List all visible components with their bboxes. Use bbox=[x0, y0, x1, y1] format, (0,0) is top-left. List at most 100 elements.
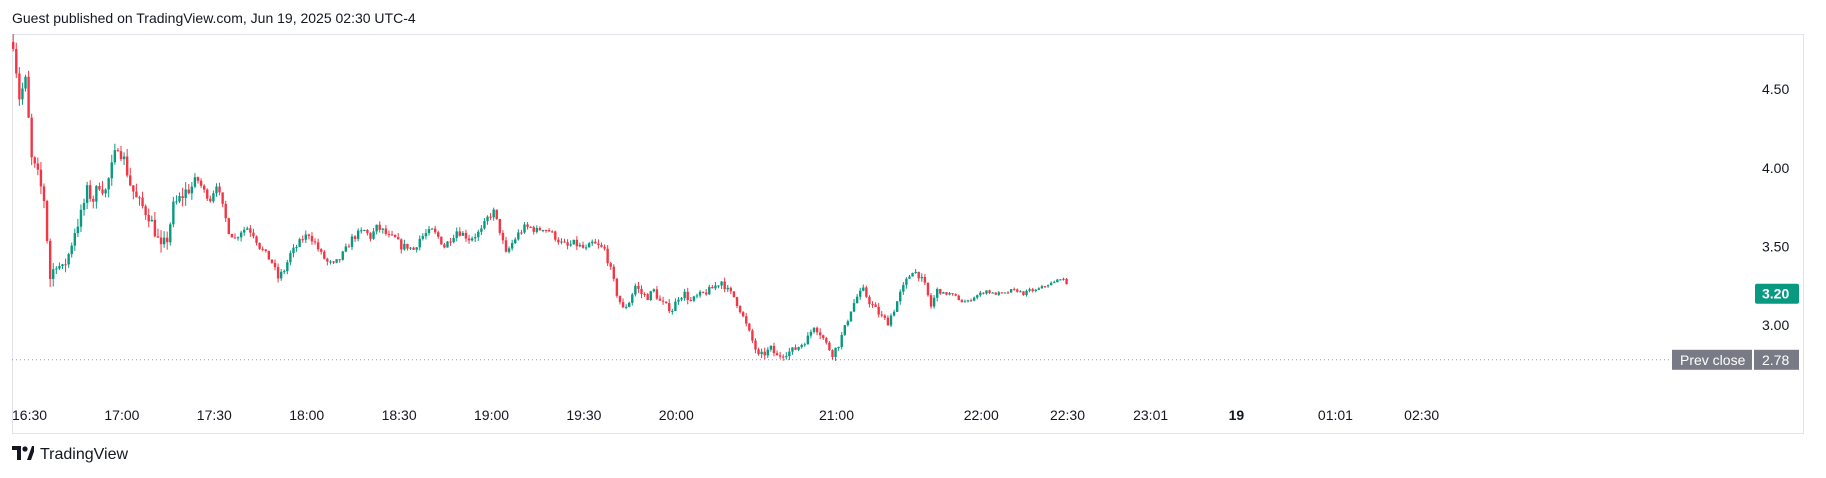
candle bbox=[33, 156, 36, 168]
candle-body bbox=[95, 186, 98, 202]
candle bbox=[474, 233, 477, 243]
candle-body bbox=[418, 238, 421, 248]
candle bbox=[972, 296, 976, 302]
candle-body bbox=[390, 234, 394, 236]
candle bbox=[286, 259, 289, 275]
candle bbox=[908, 274, 911, 279]
candle bbox=[902, 282, 905, 295]
candle-body bbox=[360, 230, 363, 232]
candle bbox=[837, 346, 840, 351]
candle-body bbox=[73, 233, 76, 246]
candle-body bbox=[501, 232, 505, 241]
candle-body bbox=[36, 163, 40, 170]
candle-body bbox=[594, 241, 597, 244]
candle bbox=[782, 354, 785, 361]
candle-body bbox=[655, 289, 659, 299]
candle-body bbox=[729, 287, 733, 292]
candle bbox=[711, 284, 714, 289]
candle bbox=[859, 287, 862, 300]
candle-body bbox=[560, 241, 563, 243]
candle bbox=[393, 234, 397, 238]
candle-body bbox=[547, 230, 551, 232]
candle-body bbox=[714, 285, 717, 289]
candle-body bbox=[988, 290, 991, 293]
candle bbox=[255, 235, 258, 246]
candle-body bbox=[880, 314, 883, 316]
candle bbox=[42, 183, 46, 209]
candle-body bbox=[184, 189, 187, 198]
candle-body bbox=[674, 301, 677, 312]
candle bbox=[738, 305, 742, 314]
candle-body bbox=[393, 234, 397, 238]
candle bbox=[418, 235, 421, 251]
candle bbox=[129, 167, 132, 187]
candle-body bbox=[125, 156, 129, 176]
candle bbox=[785, 352, 788, 360]
candle-body bbox=[708, 287, 711, 295]
candle-body bbox=[48, 240, 52, 279]
candle-body bbox=[15, 48, 18, 74]
candle-body bbox=[255, 236, 258, 243]
candle-body bbox=[985, 290, 988, 294]
candle-body bbox=[766, 349, 769, 356]
candle-body bbox=[791, 347, 794, 352]
candle-body bbox=[430, 228, 434, 230]
candle-body bbox=[270, 259, 274, 263]
candle bbox=[1062, 277, 1065, 281]
footer-brand[interactable]: TradingView bbox=[12, 446, 128, 464]
x-tick-label: 17:30 bbox=[197, 407, 232, 423]
candle-body bbox=[267, 250, 271, 260]
last-price-label: 3.20 bbox=[1762, 286, 1789, 302]
candle-body bbox=[452, 237, 455, 243]
candle bbox=[535, 225, 538, 234]
candle bbox=[55, 266, 58, 275]
candle-body bbox=[329, 261, 332, 263]
candle bbox=[797, 346, 800, 352]
candle bbox=[455, 227, 458, 242]
candle-body bbox=[818, 332, 822, 336]
candle-body bbox=[754, 340, 757, 350]
candle-body bbox=[76, 226, 80, 234]
candle-body bbox=[449, 241, 452, 243]
candle-body bbox=[162, 237, 166, 245]
candle-body bbox=[239, 232, 243, 238]
candle-body bbox=[957, 295, 960, 301]
candle-body bbox=[668, 303, 671, 312]
x-tick-label: 19:00 bbox=[474, 407, 509, 423]
candle bbox=[566, 239, 569, 250]
y-tick-label: 4.00 bbox=[1762, 160, 1789, 176]
candle-body bbox=[295, 246, 298, 248]
candle bbox=[347, 243, 351, 248]
candle-body bbox=[1053, 282, 1056, 284]
candle bbox=[21, 82, 24, 105]
candle bbox=[800, 343, 803, 349]
candle bbox=[621, 298, 625, 308]
candle bbox=[267, 250, 271, 260]
candle bbox=[190, 181, 194, 200]
candle-body bbox=[1016, 289, 1019, 292]
candle-body bbox=[261, 248, 264, 250]
candle bbox=[341, 250, 344, 261]
candle bbox=[218, 182, 221, 196]
candle bbox=[400, 238, 403, 254]
candle bbox=[1034, 288, 1037, 293]
candle-body bbox=[477, 231, 480, 238]
candle bbox=[483, 218, 486, 230]
x-tick-label: 23:01 bbox=[1133, 407, 1168, 423]
candle bbox=[748, 322, 751, 332]
candle bbox=[384, 225, 388, 236]
candle-body bbox=[843, 325, 846, 335]
candle-body bbox=[932, 297, 936, 307]
candle bbox=[486, 215, 489, 225]
candle-body bbox=[313, 241, 317, 243]
candle-body bbox=[193, 177, 197, 187]
candle-body bbox=[966, 300, 970, 302]
candle-body bbox=[609, 263, 612, 267]
candle bbox=[883, 314, 887, 321]
candle bbox=[209, 195, 212, 203]
candle bbox=[803, 342, 806, 347]
candle bbox=[138, 195, 141, 206]
candle bbox=[443, 242, 446, 249]
candle-body bbox=[141, 197, 144, 207]
